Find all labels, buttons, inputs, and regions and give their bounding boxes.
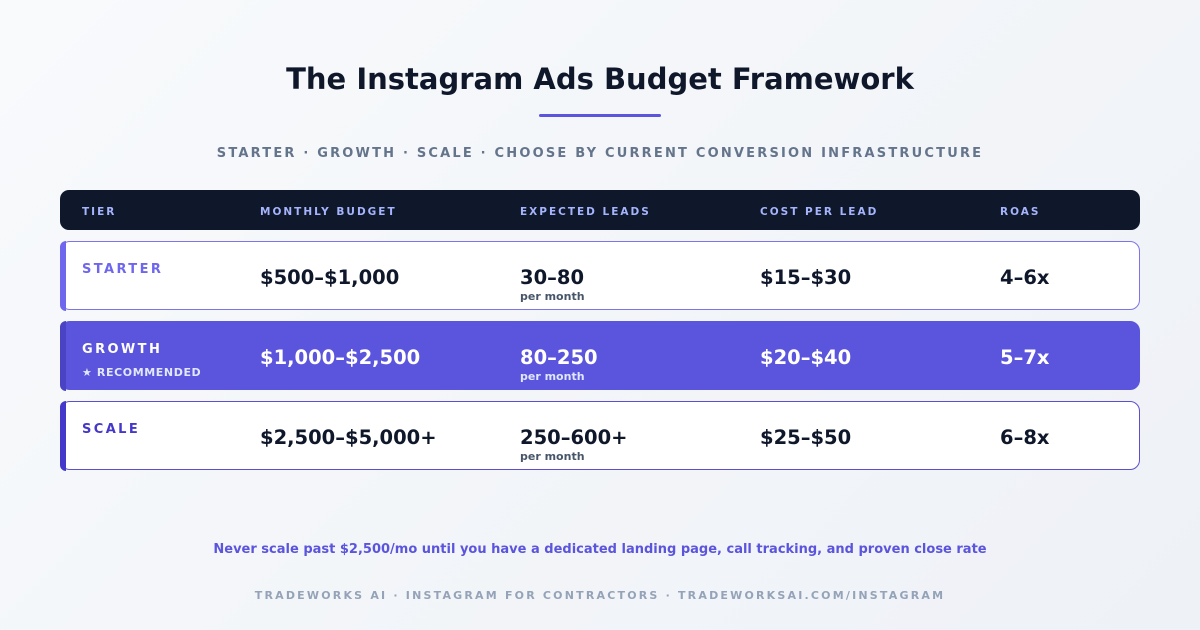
header-expected-leads: EXPECTED LEADS <box>520 206 651 218</box>
header-tier: TIER <box>82 206 117 218</box>
page-title: The Instagram Ads Budget Framework <box>286 62 914 96</box>
footer-credit: TRADEWORKS AI · INSTAGRAM FOR CONTRACTOR… <box>254 589 946 602</box>
expected-leads-value: 80–250 <box>520 346 598 369</box>
table-row-scale: SCALE $2,500–$5,000+ 250–600+ per month … <box>59 400 1140 471</box>
recommended-badge: ★ RECOMMENDED <box>82 366 202 379</box>
monthly-budget-value: $1,000–$2,500 <box>260 346 421 369</box>
cost-per-lead-value: $25–$50 <box>760 426 852 449</box>
table-row-starter: STARTER $500–$1,000 30–80 per month $15–… <box>59 240 1140 311</box>
table-row-growth: GROWTH ★ RECOMMENDED $1,000–$2,500 80–25… <box>59 320 1140 391</box>
cost-per-lead-value: $15–$30 <box>760 266 852 289</box>
leads-unit: per month <box>520 450 585 463</box>
header-roas: ROAS <box>1000 206 1041 218</box>
row-accent-bar <box>59 400 66 471</box>
scaling-note: Never scale past $2,500/mo until you hav… <box>213 542 987 557</box>
roas-value: 4–6x <box>1000 266 1050 289</box>
expected-leads-value: 250–600+ <box>520 426 628 449</box>
monthly-budget-value: $2,500–$5,000+ <box>260 426 437 449</box>
title-underline <box>539 114 661 117</box>
roas-value: 6–8x <box>1000 426 1050 449</box>
tier-name: STARTER <box>82 262 164 277</box>
tier-name: GROWTH <box>82 342 163 357</box>
monthly-budget-value: $500–$1,000 <box>260 266 400 289</box>
leads-unit: per month <box>520 290 585 303</box>
page-subtitle: STARTER · GROWTH · SCALE · CHOOSE BY CUR… <box>216 146 984 161</box>
row-accent-bar <box>59 320 66 391</box>
roas-value: 5–7x <box>1000 346 1050 369</box>
expected-leads-value: 30–80 <box>520 266 585 289</box>
tier-name: SCALE <box>82 422 141 437</box>
table-header: TIER MONTHLY BUDGET EXPECTED LEADS COST … <box>60 190 1140 230</box>
row-accent-bar <box>59 240 66 311</box>
cost-per-lead-value: $20–$40 <box>760 346 852 369</box>
header-monthly-budget: MONTHLY BUDGET <box>260 206 397 218</box>
leads-unit: per month <box>520 370 585 383</box>
header-cost-per-lead: COST PER LEAD <box>760 206 879 218</box>
